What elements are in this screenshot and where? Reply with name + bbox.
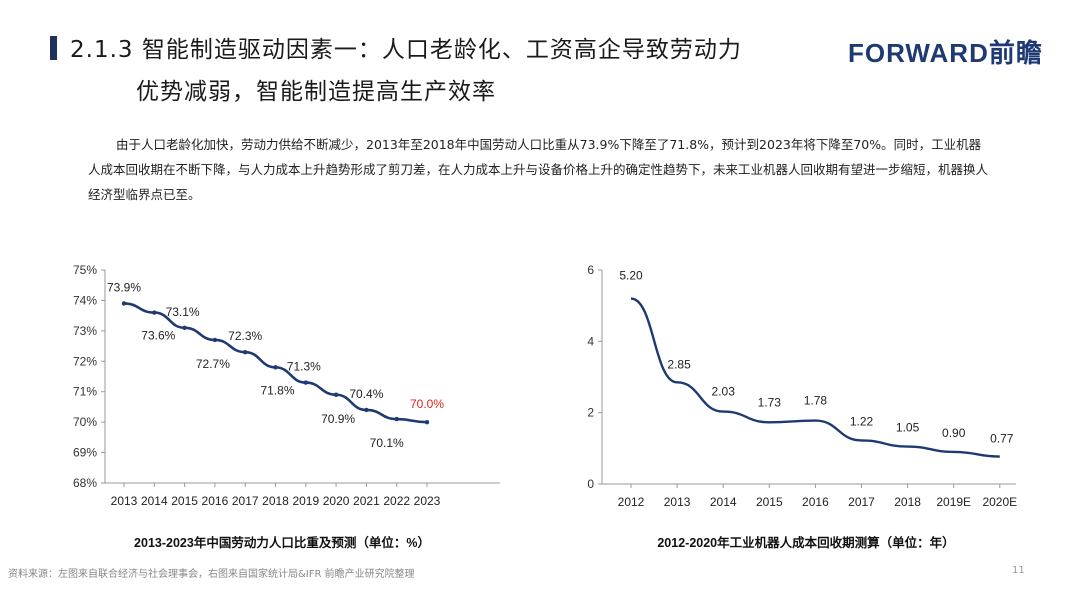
x-tick-label: 2016	[802, 495, 829, 509]
source-note: 资料来源：左图来自联合经济与社会理事会，右图来自国家统计局&IFR 前瞻产业研究…	[8, 569, 415, 580]
data-point	[394, 416, 399, 422]
y-tick-label: 75%	[73, 263, 97, 277]
y-tick-label: 74%	[73, 293, 97, 307]
chart-title: 2013-2023年中国劳动力人口比重及预测（单位：%）	[134, 535, 430, 550]
data-label: 1.05	[896, 421, 920, 435]
data-point	[152, 310, 157, 315]
data-label: 1.78	[804, 394, 828, 408]
x-tick-label: 2014	[710, 495, 737, 509]
data-label: 70.0%	[410, 397, 444, 411]
forward-logo: FORWARD前瞻	[848, 38, 1043, 68]
data-point	[182, 325, 187, 331]
x-tick-label: 2018	[894, 495, 921, 509]
data-point	[303, 380, 308, 385]
data-point	[273, 365, 278, 370]
data-label: 1.22	[850, 414, 874, 428]
page-title-line2: 优势减弱，智能制造提高生产效率	[136, 79, 496, 105]
y-tick-label: 4	[587, 334, 594, 348]
data-label: 71.8%	[260, 383, 294, 397]
data-point	[424, 419, 430, 425]
chart-title: 2012-2020年工业机器人成本回收期测算（单位：年）	[657, 535, 954, 550]
data-label: 72.3%	[228, 329, 262, 343]
x-tick-label: 2017	[848, 495, 875, 509]
series-line	[630, 297, 1000, 458]
data-label: 70.4%	[349, 387, 383, 401]
title-accent-bar	[50, 36, 57, 60]
data-label: 70.1%	[370, 436, 404, 450]
x-tick-label: 2019	[292, 494, 319, 508]
y-tick-label: 2	[587, 406, 594, 420]
data-label: 70.9%	[321, 412, 355, 426]
x-tick-label: 2016	[202, 494, 229, 508]
y-tick-label: 71%	[73, 385, 97, 399]
data-label: 72.7%	[196, 357, 230, 371]
x-tick-label: 2017	[232, 494, 259, 508]
x-tick-label: 2020E	[982, 495, 1017, 509]
x-tick-label: 2021	[353, 494, 380, 508]
y-tick-label: 68%	[73, 476, 97, 490]
y-tick-label: 0	[587, 477, 594, 491]
x-tick-label: 2013	[664, 495, 691, 509]
y-tick-label: 70%	[73, 415, 97, 429]
x-tick-label: 2015	[756, 495, 783, 509]
page-title-line1: 2.1.3 智能制造驱动因素一：人口老龄化、工资高企导致劳动力	[70, 37, 742, 63]
y-tick-label: 6	[587, 263, 594, 277]
data-label: 73.6%	[141, 329, 175, 343]
data-label: 1.73	[758, 395, 782, 409]
x-tick-label: 2018	[262, 494, 289, 508]
data-label: 2.85	[667, 357, 691, 371]
y-tick-label: 72%	[73, 354, 97, 368]
x-tick-label: 2012	[618, 495, 645, 509]
data-label: 5.20	[619, 269, 643, 283]
x-tick-label: 2020	[323, 494, 350, 508]
data-label: 71.3%	[287, 360, 321, 374]
data-label: 0.77	[990, 432, 1014, 446]
series-line	[123, 302, 428, 424]
data-point	[212, 337, 218, 343]
data-point	[121, 301, 127, 306]
y-tick-label: 69%	[73, 446, 97, 460]
page-number: 11	[1012, 565, 1025, 576]
intro-paragraph: 由于人口老龄化加快，劳动力供给不断减少，2013年至2018年中国劳动人口比重从…	[88, 132, 988, 207]
x-tick-label: 2014	[141, 494, 168, 508]
y-tick-label: 73%	[73, 324, 97, 338]
data-point	[243, 349, 248, 355]
data-point	[333, 392, 339, 397]
x-tick-label: 2022	[383, 494, 410, 508]
intro-text: 由于人口老龄化加快，劳动力供给不断减少，2013年至2018年中国劳动人口比重从…	[88, 137, 989, 202]
data-label: 0.90	[942, 426, 966, 440]
data-label: 2.03	[712, 385, 736, 399]
x-tick-label: 2015	[171, 494, 198, 508]
data-point	[364, 407, 369, 413]
data-label: 73.1%	[166, 305, 200, 319]
data-label: 73.9%	[107, 280, 141, 294]
x-tick-label: 2019E	[936, 495, 971, 509]
x-tick-label: 2023	[414, 494, 441, 508]
x-tick-label: 2013	[111, 494, 138, 508]
